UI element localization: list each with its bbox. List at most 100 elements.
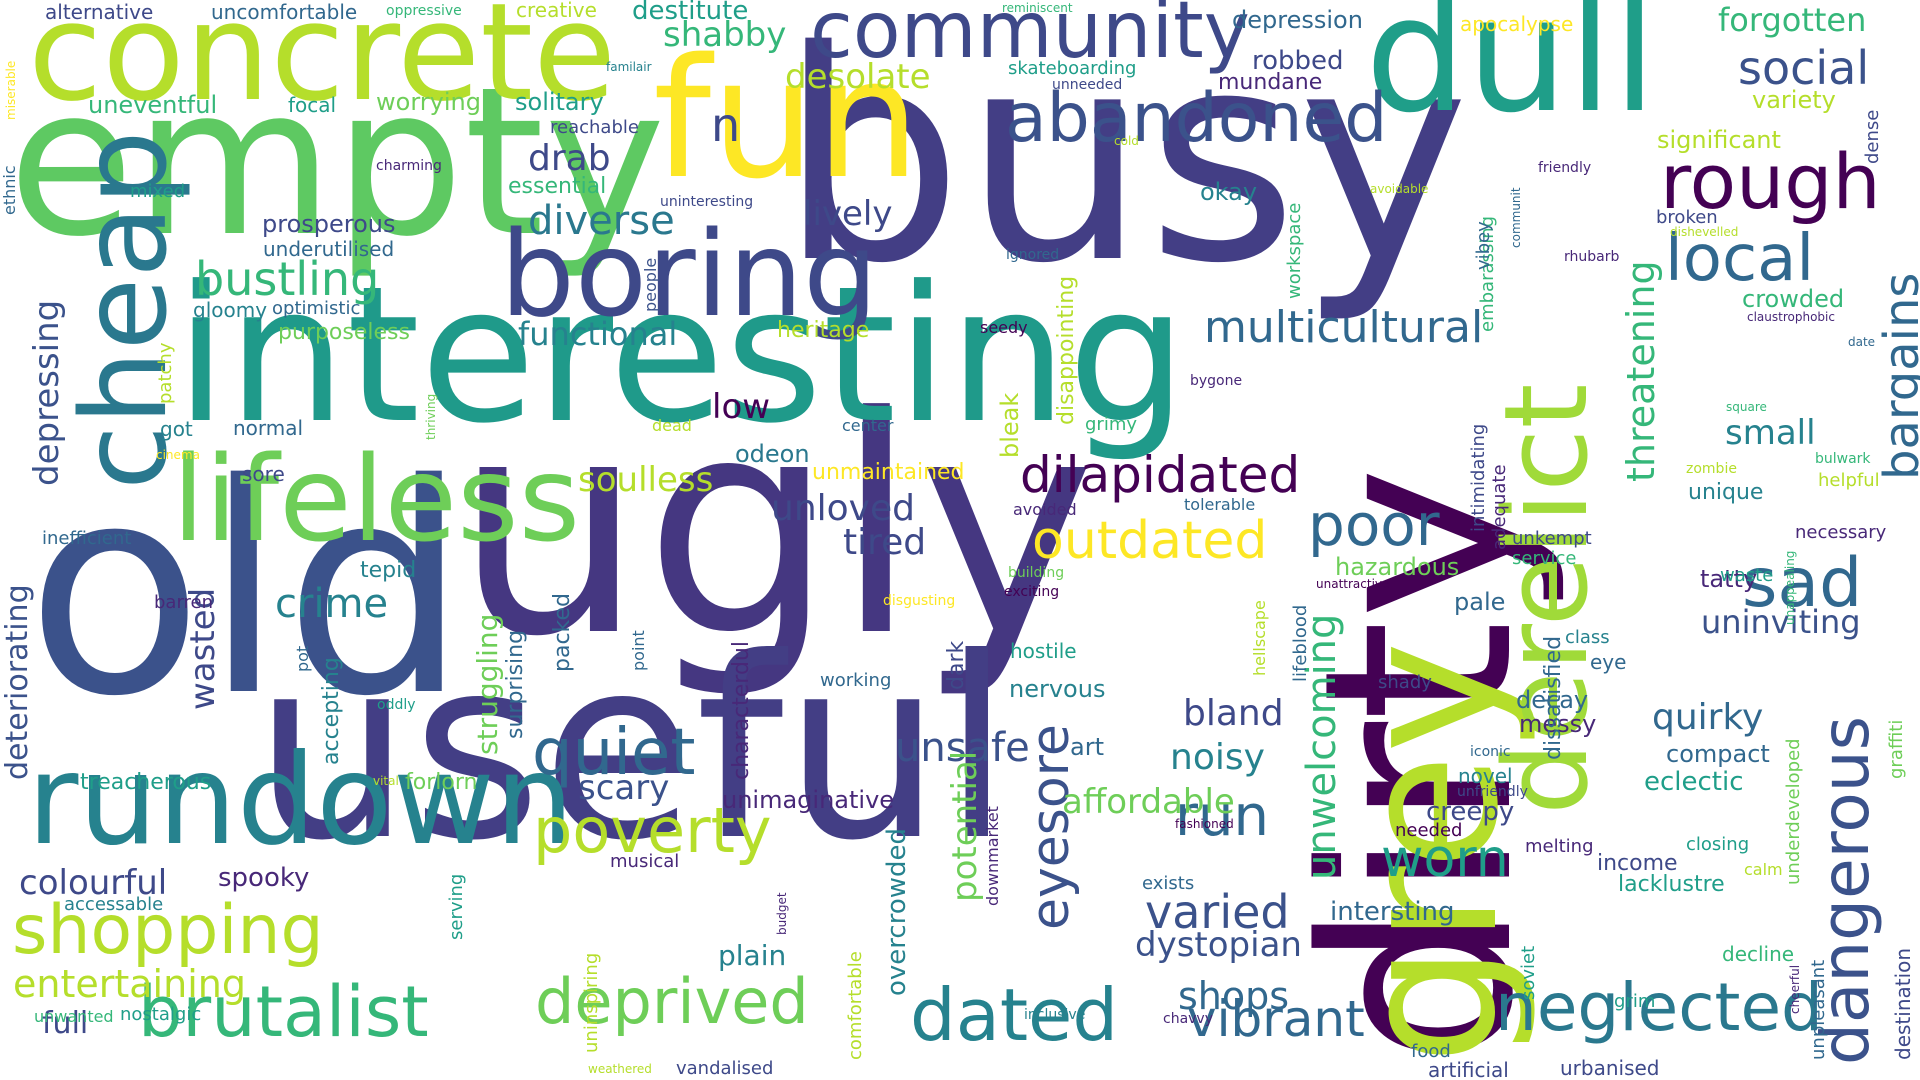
word-spooky: spooky [218, 863, 310, 893]
word-exciting: exciting [1004, 584, 1060, 600]
word-tatty: tatty [1700, 565, 1758, 593]
word-bygone: bygone [1190, 373, 1243, 389]
word-dead: dead [652, 416, 692, 435]
word-mundane: mundane [1218, 70, 1323, 95]
word-alternative: alternative [45, 0, 154, 24]
word-shabby: shabby [663, 15, 787, 55]
word-broken: broken [1656, 207, 1718, 228]
word-quirky: quirky [1652, 697, 1764, 738]
word-varied: varied [1145, 885, 1290, 939]
word-oddly: oddly [377, 697, 416, 713]
word-reminiscent: reminiscent [1002, 1, 1073, 15]
word-rundown: rundown [27, 728, 575, 873]
word-got: got [160, 417, 193, 441]
word-helpful: helpful [1818, 470, 1880, 491]
word-decline: decline [1722, 942, 1795, 966]
word-ignored: ignored [1006, 247, 1060, 263]
word-closing: closing [1686, 834, 1750, 855]
word-abandoned: abandoned [1005, 79, 1388, 158]
word-solitary: solitary [515, 88, 604, 116]
word-ethnic: ethnic [0, 165, 19, 215]
word-class: class [1565, 627, 1610, 648]
word-uninteresting: uninteresting [660, 194, 754, 210]
word-tired: tired [843, 522, 927, 563]
word-thriving: thriving [424, 393, 438, 440]
word-avoided: avoided [1013, 500, 1077, 519]
word-workspace: workspace [1284, 202, 1305, 299]
word-claustrophobic: claustrophobic [1747, 310, 1835, 324]
word-grimy: grimy [1085, 414, 1138, 435]
word-nervous: nervous [1009, 675, 1106, 703]
word-interesting: interesting [175, 246, 1187, 465]
word-shops: shops [1178, 974, 1290, 1018]
word-weathered: weathered [588, 1062, 652, 1076]
word-cold: cold [1114, 134, 1139, 148]
word-gloomy: gloomy [193, 298, 268, 322]
word-vibey: vibey [1473, 221, 1494, 270]
word-adequate: adequate [1489, 464, 1510, 550]
word-functional: functional [518, 315, 678, 353]
word-apocalypse: apocalypse [1460, 12, 1574, 36]
word-unsafe: unsafe [895, 725, 1030, 771]
word-patchy: patchy [155, 342, 176, 404]
word-multicultural: multicultural [1204, 302, 1484, 353]
word-rough: rough [1660, 137, 1881, 226]
word-outdated: outdated [1032, 511, 1268, 571]
word-inclusive: inclusive [1024, 1007, 1086, 1023]
word-lifeblood: lifeblood [1290, 604, 1311, 682]
word-crowded: crowded [1742, 285, 1845, 313]
word-creepy: creepy [1426, 797, 1515, 827]
word-dystopian: dystopian [1135, 925, 1302, 965]
word-depression: depression [1232, 6, 1363, 34]
word-ugly: ugly [454, 353, 1096, 702]
word-soviet: soviet [1518, 945, 1539, 1000]
word-center: center [842, 416, 894, 435]
word-oppressive: oppressive [386, 3, 462, 19]
word-unneeded: unneeded [1052, 77, 1123, 93]
word-threatening: threatening [1619, 260, 1663, 482]
word-destitute: destitute [632, 0, 749, 26]
word-messy: messy [1519, 710, 1597, 738]
word-unpleasant: unpleasant [1808, 959, 1829, 1060]
word-uneventful: uneventful [88, 91, 218, 119]
word-needed: needed [1395, 820, 1463, 841]
word-building: building [1008, 565, 1065, 581]
word-seedy: seedy [980, 318, 1028, 337]
word-focal: focal [288, 93, 337, 117]
word-old: old [26, 423, 469, 760]
word-okay: okay [1200, 178, 1258, 206]
word-lacklustre: lacklustre [1618, 872, 1725, 897]
word-cheerful: cheerful [1788, 964, 1802, 1014]
word-diverse: diverse [528, 198, 675, 244]
word-uncomfortable: uncomfortable [211, 0, 358, 24]
word-characterdul: characterdul [729, 641, 754, 780]
word-compact: compact [1666, 740, 1770, 768]
word-food: food [1411, 1041, 1451, 1062]
word-communit: communit [1509, 187, 1523, 248]
word-hellscape: hellscape [1250, 600, 1269, 676]
word-purposeless: purposeless [278, 320, 410, 345]
word-potential: potential [945, 750, 985, 902]
word-fun: fun [653, 23, 921, 215]
word-n: n [711, 98, 741, 152]
word-uninspiring: uninspiring [581, 952, 602, 1053]
word-artificial: artificial [1428, 1058, 1509, 1080]
word-full: full [42, 1006, 89, 1041]
word-bland: bland [1183, 693, 1284, 734]
word-inefficient: inefficient [42, 528, 132, 549]
word-urbanised: urbanised [1560, 1056, 1660, 1080]
word-sore: sore [242, 462, 285, 486]
word-dark: dark [944, 640, 969, 690]
word-affordable: affordable [1062, 782, 1235, 822]
word-concrete: concrete [28, 0, 617, 131]
word-unique: unique [1688, 480, 1764, 505]
word-useful: useful [253, 604, 1012, 895]
word-charming: charming [376, 158, 442, 174]
word-budget: budget [775, 892, 789, 935]
word-neglected: neglected [1495, 969, 1823, 1046]
word-deteriorating: deteriorating [0, 584, 35, 780]
word-depressing: depressing [27, 299, 67, 486]
word-underdeveloped: underdeveloped [1783, 738, 1804, 885]
word-vital: vital [373, 774, 399, 788]
